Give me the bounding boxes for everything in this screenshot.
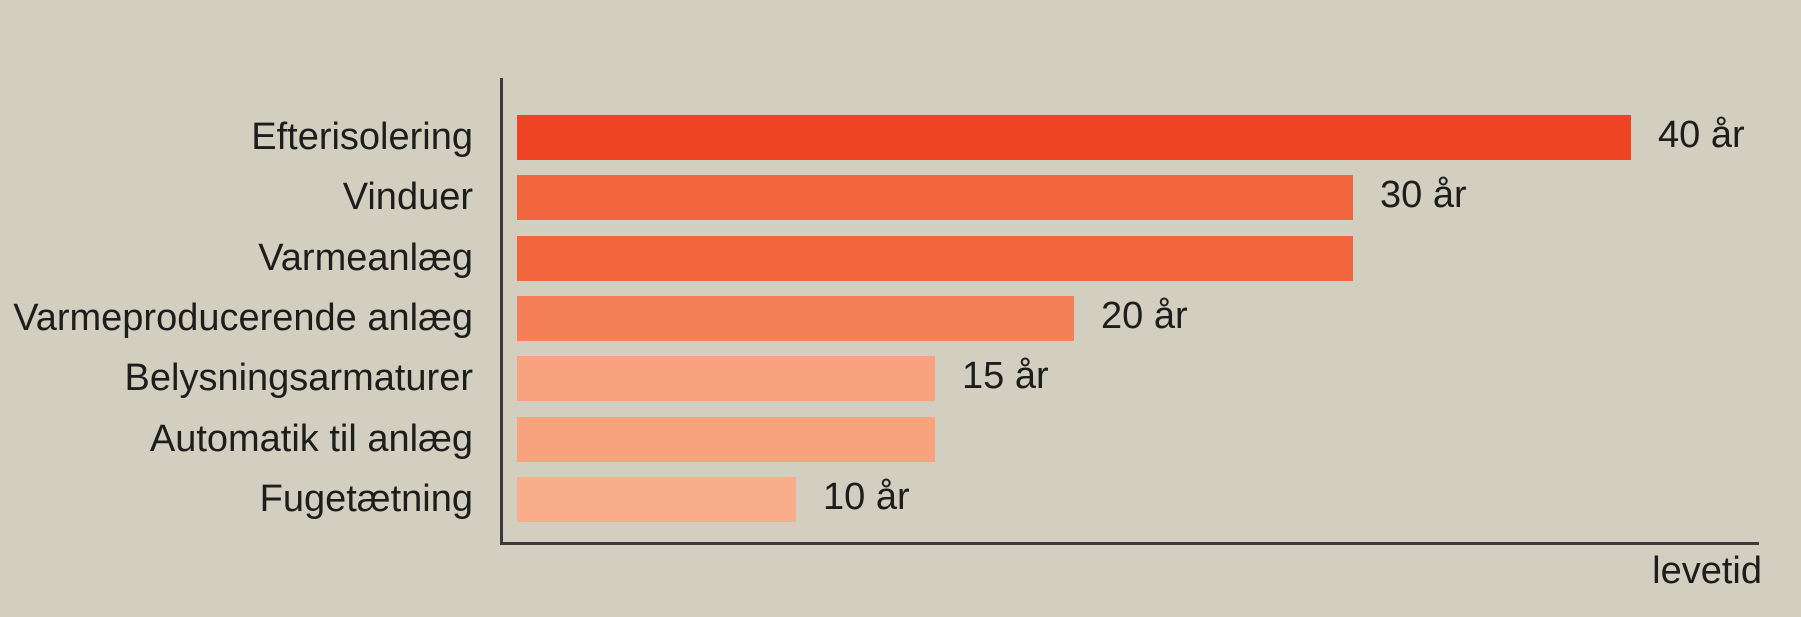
bar <box>517 236 1353 281</box>
x-axis-line <box>500 542 1759 545</box>
chart-row: Belysningsarmaturer 15 år <box>0 355 1801 401</box>
category-label: Vinduer <box>342 176 473 218</box>
chart-row: Automatik til anlæg <box>0 417 1801 462</box>
chart-row: Varmeproducerende anlæg 20 år <box>0 295 1801 341</box>
chart-row: Vinduer 30 år <box>0 174 1801 220</box>
bar <box>517 417 935 462</box>
category-label: Varmeproducerende anlæg <box>13 297 473 339</box>
chart-row: Varmeanlæg <box>0 236 1801 281</box>
value-label: 30 år <box>1380 174 1467 216</box>
chart-row: Fugetætning 10 år <box>0 476 1801 522</box>
chart-row: Efterisolering 40 år <box>0 114 1801 160</box>
category-label: Fugetætning <box>259 478 473 520</box>
category-label: Automatik til anlæg <box>149 418 473 460</box>
value-label: 10 år <box>823 476 910 518</box>
bar <box>517 175 1353 220</box>
bar <box>517 356 935 401</box>
bar <box>517 296 1074 341</box>
y-axis-line <box>500 78 503 545</box>
value-label: 15 år <box>962 355 1049 397</box>
category-label: Belysningsarmaturer <box>124 357 473 399</box>
value-label: 20 år <box>1101 295 1188 337</box>
bar <box>517 477 796 522</box>
x-axis-label: levetid <box>1652 550 1762 592</box>
category-label: Varmeanlæg <box>258 237 473 279</box>
value-label: 40 år <box>1658 114 1745 156</box>
category-label: Efterisolering <box>251 116 473 158</box>
bar <box>517 115 1631 160</box>
